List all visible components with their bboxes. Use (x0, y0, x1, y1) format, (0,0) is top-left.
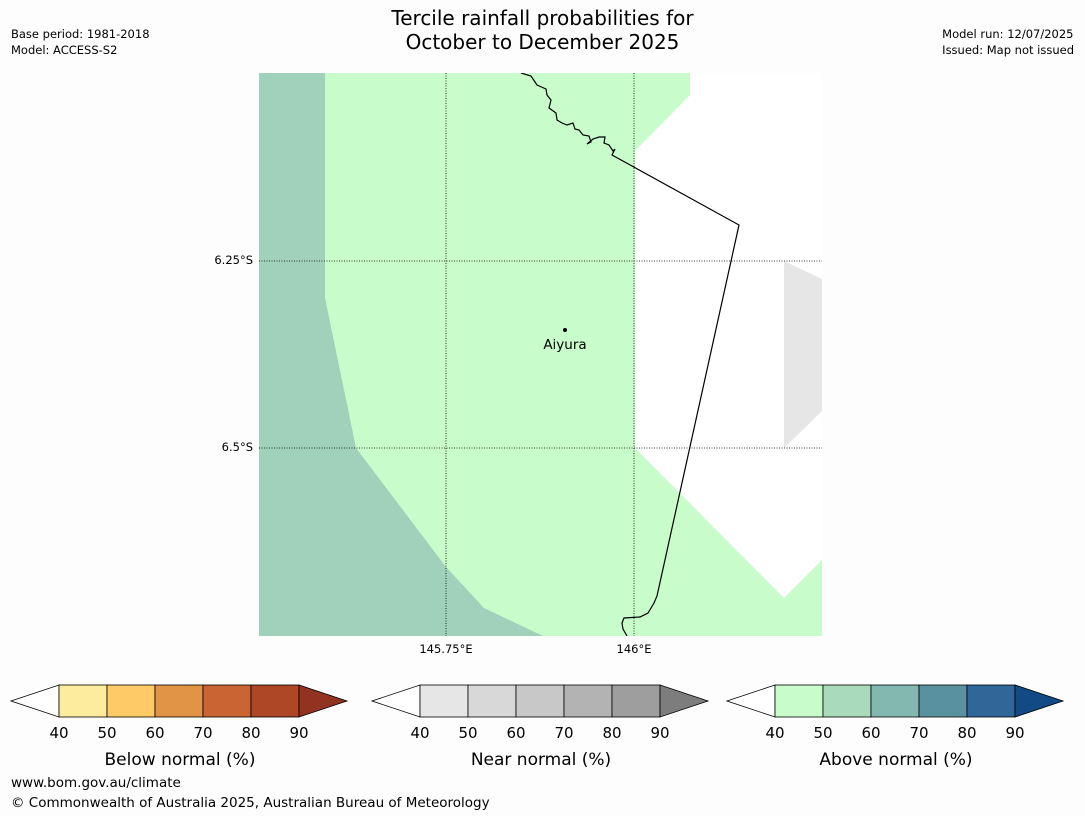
latitude-label-6-5: 6.5°S (221, 440, 253, 454)
longitude-label-146: 146°E (616, 642, 652, 656)
colorbar-swatch-60-70 (515, 684, 565, 718)
colorbar-tick-label: 90 (650, 724, 670, 742)
rainfall-probability-map (259, 73, 822, 636)
above-normal-colorbar: 40 50 60 70 80 90 Above normal (%) (725, 684, 1066, 774)
colorbar-tick-label: 80 (241, 724, 261, 742)
issued-text: Issued: Map not issued (942, 43, 1074, 57)
colorbar-swatch-50-60 (467, 684, 517, 718)
below-normal-colorbar-ticks: 40 50 60 70 80 90 (10, 724, 350, 744)
colorbar-swatch-50-60 (106, 684, 156, 718)
colorbar-tick-label: 90 (289, 724, 309, 742)
colorbar-swatch-80-90 (966, 684, 1016, 718)
colorbar-tick-label: 80 (957, 724, 977, 742)
colorbar-swatch-40-50 (774, 684, 824, 718)
map-canvas (259, 73, 822, 636)
title-line-2: October to December 2025 (405, 30, 680, 54)
above-normal-colorbar-label: Above normal (%) (819, 750, 973, 770)
above-normal-colorbar-swatches (725, 684, 1065, 718)
below-normal-colorbar-label: Below normal (%) (104, 750, 256, 770)
colorbar-tick-label: 60 (506, 724, 526, 742)
longitude-label-145-75: 145.75°E (419, 642, 473, 656)
model-text: Model: ACCESS-S2 (11, 43, 118, 57)
colorbar-tick-label: 50 (813, 724, 833, 742)
colorbar-above-90-extension (659, 684, 710, 718)
footer-copyright: © Commonwealth of Australia 2025, Austra… (11, 795, 490, 811)
colorbar-tick-label: 50 (458, 724, 478, 742)
footer-website-link[interactable]: www.bom.gov.au/climate (11, 775, 181, 791)
header-left-info: Base period: 1981-2018 Model: ACCESS-S2 (11, 26, 150, 58)
near-normal-colorbar: 40 50 60 70 80 90 Near normal (%) (370, 684, 711, 774)
colorbar-tick-label: 70 (909, 724, 929, 742)
colorbar-swatch-40-50 (58, 684, 108, 718)
colorbar-above-90-extension (1014, 684, 1065, 718)
place-label-aiyura: Aiyura (543, 337, 587, 353)
near-normal-40-50-region (784, 261, 822, 448)
model-run-text: Model run: 12/07/2025 (942, 27, 1074, 41)
colorbar-swatch-70-80 (202, 684, 252, 718)
above-normal-40-50-region (259, 73, 822, 636)
colorbar-tick-label: 80 (602, 724, 622, 742)
colorbar-swatch-50-60 (822, 684, 872, 718)
colorbar-swatch-70-80 (563, 684, 613, 718)
map-title: Tercile rainfall probabilities for Octob… (0, 6, 1085, 54)
boundary-line (520, 73, 740, 636)
colorbar-below-40-extension (725, 684, 776, 718)
below-normal-colorbar-swatches (9, 684, 349, 718)
near-normal-colorbar-label: Near normal (%) (470, 750, 612, 770)
near-normal-colorbar-ticks: 40 50 60 70 80 90 (371, 724, 711, 744)
colorbar-swatch-80-90 (611, 684, 661, 718)
colorbar-swatch-80-90 (250, 684, 300, 718)
above-normal-50-60-region (259, 73, 543, 636)
colorbar-below-40-extension (370, 684, 421, 718)
colorbar-tick-label: 70 (554, 724, 574, 742)
colorbar-tick-label: 50 (97, 724, 117, 742)
colorbar-swatch-40-50 (419, 684, 469, 718)
colorbar-below-40-extension (9, 684, 60, 718)
near-normal-colorbar-swatches (370, 684, 710, 718)
colorbar-tick-label: 40 (765, 724, 785, 742)
latitude-label-6-25: 6.25°S (214, 253, 253, 267)
above-normal-colorbar-ticks: 40 50 60 70 80 90 (726, 724, 1066, 744)
colorbar-tick-label: 60 (145, 724, 165, 742)
header-right-info: Model run: 12/07/2025 Issued: Map not is… (942, 26, 1074, 58)
colorbar-tick-label: 40 (49, 724, 69, 742)
colorbar-tick-label: 90 (1005, 724, 1025, 742)
colorbar-swatch-60-70 (154, 684, 204, 718)
colorbar-tick-label: 70 (193, 724, 213, 742)
colorbar-above-90-extension (298, 684, 349, 718)
aiyura-location-marker (563, 328, 567, 332)
colorbar-tick-label: 60 (861, 724, 881, 742)
colorbar-swatch-70-80 (918, 684, 968, 718)
colorbar-tick-label: 40 (410, 724, 430, 742)
colorbar-swatch-60-70 (870, 684, 920, 718)
base-period-text: Base period: 1981-2018 (11, 27, 150, 41)
title-line-1: Tercile rainfall probabilities for (391, 6, 694, 30)
below-normal-colorbar: 40 50 60 70 80 90 Below normal (%) (9, 684, 350, 774)
